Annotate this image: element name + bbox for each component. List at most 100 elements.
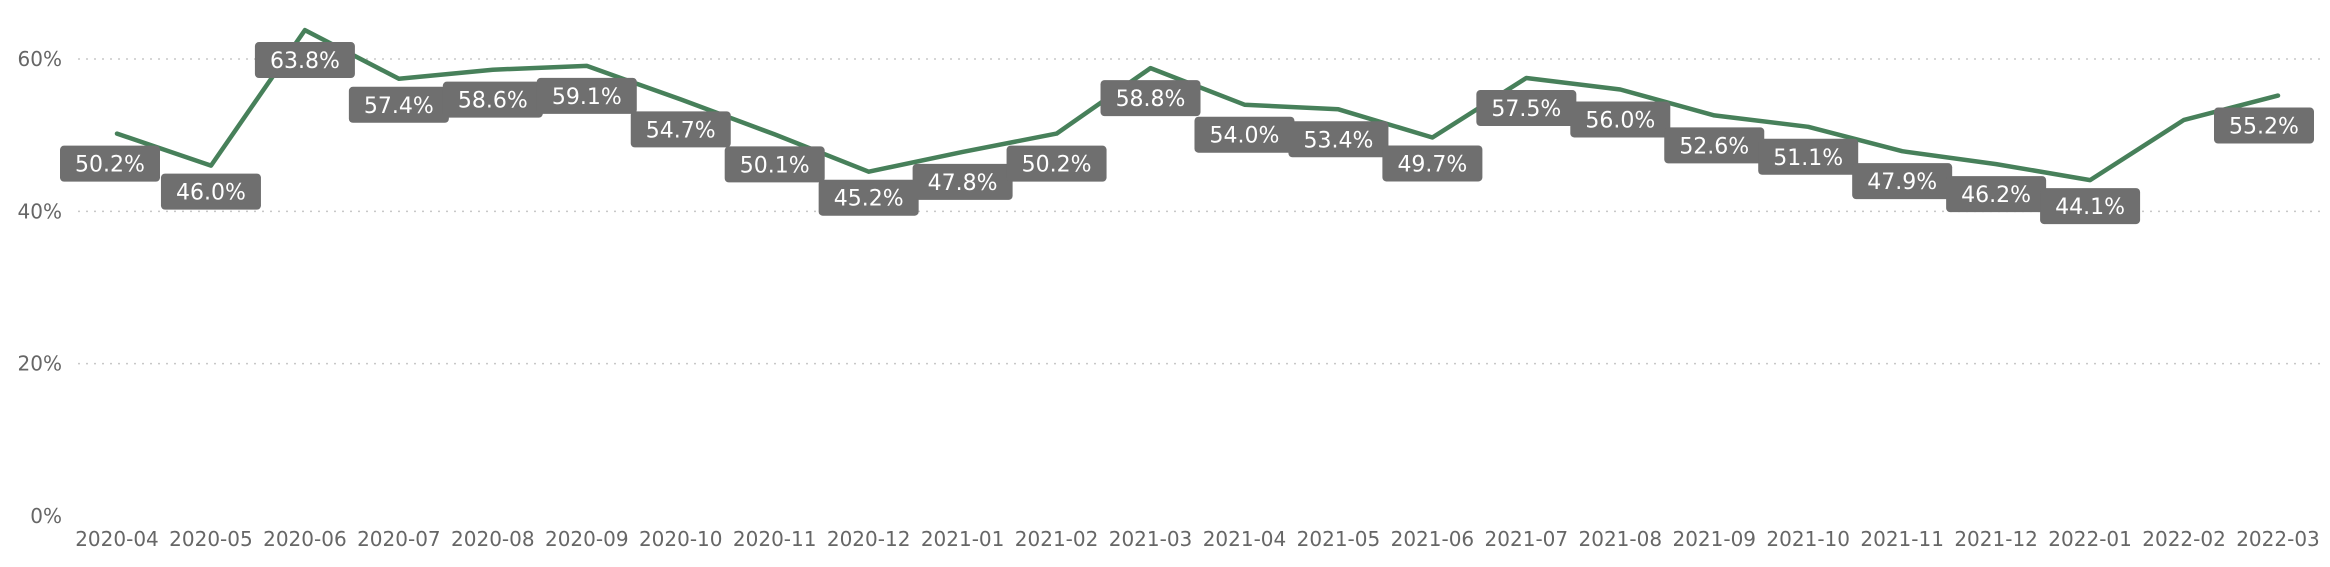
x-tick-label: 2021-08 bbox=[1579, 527, 1663, 551]
data-label-box bbox=[912, 163, 1013, 200]
data-label-text: 55.2% bbox=[2229, 115, 2299, 140]
data-label: 50.1% bbox=[724, 146, 825, 183]
data-label-text: 50.2% bbox=[1022, 153, 1092, 178]
data-label-text: 47.8% bbox=[928, 171, 998, 196]
x-tick-label: 2021-03 bbox=[1109, 527, 1193, 551]
data-label-box bbox=[348, 86, 449, 123]
data-label-text: 63.8% bbox=[270, 49, 340, 74]
data-label-text: 49.7% bbox=[1397, 152, 1467, 177]
x-tick-label: 2020-06 bbox=[263, 527, 347, 551]
data-label: 50.2% bbox=[60, 145, 160, 182]
data-label: 57.5% bbox=[1476, 90, 1577, 127]
data-label-box bbox=[1758, 138, 1859, 175]
data-label-box bbox=[630, 111, 731, 148]
data-label-text: 58.6% bbox=[458, 89, 528, 114]
x-tick-label: 2021-10 bbox=[1766, 527, 1850, 551]
data-label-box bbox=[1852, 163, 1953, 200]
data-label-text: 54.0% bbox=[1210, 124, 1280, 149]
data-label: 54.0% bbox=[1194, 116, 1295, 153]
y-tick-label: 20% bbox=[18, 352, 62, 376]
data-label-box bbox=[2214, 107, 2314, 144]
data-label-box bbox=[1946, 176, 2047, 213]
data-label-box bbox=[1570, 101, 1671, 138]
data-label-layer: 50.2% 46.0% 63.8% 57.4% 58.6% 59.1% 54.7% 50.1%… bbox=[60, 42, 2314, 225]
x-tick-label: 2021-04 bbox=[1203, 527, 1287, 551]
y-axis: 0% 20% 40% 60% bbox=[18, 47, 62, 528]
x-tick-label: 2021-02 bbox=[1015, 527, 1099, 551]
data-label-box bbox=[254, 42, 355, 79]
x-tick-label: 2020-10 bbox=[639, 527, 723, 551]
data-label: 45.2% bbox=[818, 179, 919, 216]
data-label: 56.0% bbox=[1570, 101, 1671, 138]
x-tick-label: 2021-12 bbox=[1954, 527, 2038, 551]
data-label: 63.8% bbox=[254, 42, 355, 79]
data-label: 46.2% bbox=[1946, 176, 2047, 213]
x-tick-label: 2020-08 bbox=[451, 527, 535, 551]
data-label-box bbox=[1382, 145, 1483, 182]
x-tick-label: 2022-03 bbox=[2236, 527, 2320, 551]
data-label-box bbox=[2040, 188, 2141, 225]
y-tick-label: 0% bbox=[30, 504, 62, 528]
data-label: 57.4% bbox=[348, 86, 449, 123]
data-label-box bbox=[1006, 145, 1107, 182]
x-tick-label: 2020-11 bbox=[733, 527, 817, 551]
data-label-text: 57.5% bbox=[1491, 97, 1561, 122]
data-label-text: 53.4% bbox=[1303, 128, 1373, 153]
data-label: 47.9% bbox=[1852, 163, 1953, 200]
data-label-text: 44.1% bbox=[2055, 195, 2125, 220]
data-label-box bbox=[60, 145, 160, 182]
data-label: 58.6% bbox=[442, 81, 543, 118]
x-axis: 2020-04 2020-05 2020-06 2020-07 2020-08 2020-… bbox=[75, 527, 2320, 551]
x-tick-label: 2021-01 bbox=[921, 527, 1005, 551]
data-label: 51.1% bbox=[1758, 138, 1859, 175]
data-label-text: 54.7% bbox=[646, 118, 716, 143]
data-label-text: 47.9% bbox=[1867, 170, 1937, 195]
data-label-box bbox=[724, 146, 825, 183]
data-label: 52.6% bbox=[1664, 127, 1765, 164]
y-tick-label: 60% bbox=[18, 47, 62, 71]
x-tick-label: 2021-06 bbox=[1391, 527, 1475, 551]
data-label-text: 56.0% bbox=[1585, 108, 1655, 133]
data-label-box bbox=[1476, 90, 1577, 127]
grid-layer bbox=[78, 58, 2320, 365]
data-label: 53.4% bbox=[1288, 121, 1389, 158]
data-label: 44.1% bbox=[2040, 188, 2141, 225]
data-label-text: 52.6% bbox=[1679, 134, 1749, 159]
data-label-box bbox=[442, 81, 543, 118]
x-tick-label: 2020-09 bbox=[545, 527, 629, 551]
data-label-box bbox=[160, 173, 261, 210]
data-label-box bbox=[536, 77, 637, 114]
data-label-text: 59.1% bbox=[552, 85, 622, 110]
data-label-box bbox=[1288, 121, 1389, 158]
data-label-text: 46.0% bbox=[176, 181, 246, 206]
x-tick-label: 2022-01 bbox=[2048, 527, 2132, 551]
data-label-box bbox=[818, 179, 919, 216]
x-tick-label: 2020-07 bbox=[357, 527, 441, 551]
x-tick-label: 2020-04 bbox=[75, 527, 159, 551]
x-tick-label: 2020-05 bbox=[169, 527, 253, 551]
data-label: 58.8% bbox=[1100, 80, 1201, 117]
x-tick-label: 2021-11 bbox=[1860, 527, 1944, 551]
x-tick-label: 2021-05 bbox=[1297, 527, 1381, 551]
data-label: 59.1% bbox=[536, 77, 637, 114]
y-tick-label: 40% bbox=[18, 199, 62, 223]
data-label-text: 57.4% bbox=[364, 94, 434, 119]
data-label: 54.7% bbox=[630, 111, 731, 148]
data-label-box bbox=[1194, 116, 1295, 153]
x-tick-label: 2021-07 bbox=[1485, 527, 1569, 551]
data-label: 55.2% bbox=[2214, 107, 2314, 144]
data-label: 47.8% bbox=[912, 163, 1013, 200]
x-tick-label: 2021-09 bbox=[1672, 527, 1756, 551]
data-label: 49.7% bbox=[1382, 145, 1483, 182]
data-label-text: 50.2% bbox=[75, 153, 145, 178]
data-label-box bbox=[1100, 80, 1201, 117]
data-label-text: 46.2% bbox=[1961, 183, 2031, 208]
x-tick-label: 2022-02 bbox=[2142, 527, 2226, 551]
data-label-text: 50.1% bbox=[740, 153, 810, 178]
data-label-box bbox=[1664, 127, 1765, 164]
data-label-text: 58.8% bbox=[1116, 87, 1186, 112]
data-label: 46.0% bbox=[160, 173, 261, 210]
data-label: 50.2% bbox=[1006, 145, 1107, 182]
